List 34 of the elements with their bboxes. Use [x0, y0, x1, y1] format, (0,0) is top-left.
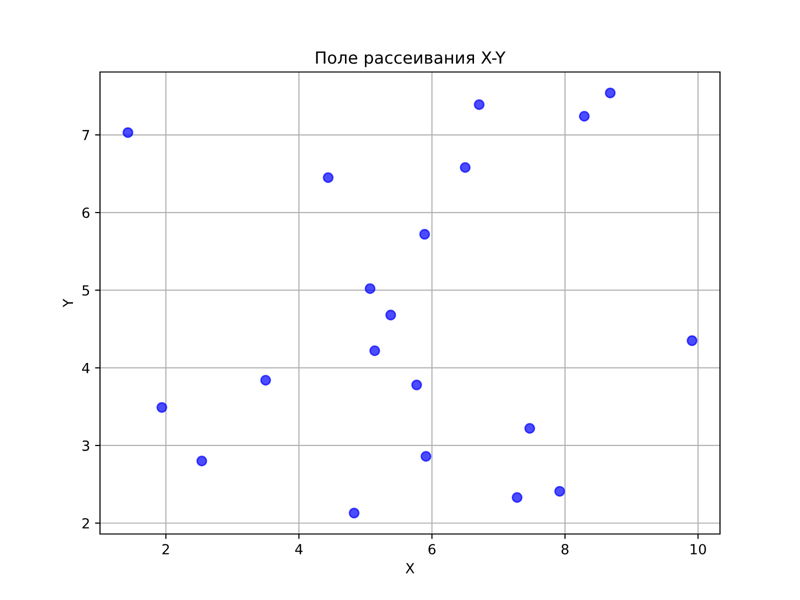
point — [369, 345, 380, 356]
point — [260, 374, 271, 386]
point — [156, 402, 168, 413]
y-tick-label: 6 — [82, 208, 90, 218]
point — [419, 228, 430, 240]
point — [364, 283, 376, 294]
x-tick-label: 8 — [562, 544, 568, 554]
point — [420, 451, 432, 462]
y-tick-label: 3 — [82, 440, 90, 451]
point — [578, 110, 590, 122]
y-tick-label: 4 — [82, 362, 90, 374]
x-tick-label: 2 — [162, 544, 169, 554]
x-tick-label: 10 — [690, 544, 706, 554]
y-axis-title: Y — [62, 298, 73, 308]
point — [474, 99, 485, 110]
point — [322, 172, 334, 183]
point — [385, 310, 396, 320]
point — [348, 508, 360, 518]
point — [411, 380, 422, 390]
x-tick-label: 4 — [295, 544, 303, 554]
point — [512, 492, 522, 503]
x-tick-label: 6 — [428, 544, 436, 554]
chart-title: Поле рассеивания X-Y — [316, 52, 506, 68]
y-tick-label: 5 — [82, 285, 90, 296]
y-tick-label: 7 — [82, 130, 90, 140]
point — [460, 162, 471, 173]
point — [604, 88, 616, 98]
y-tick-label: 2 — [82, 518, 89, 528]
point — [524, 423, 536, 434]
x-axis-title: X — [406, 563, 414, 574]
point — [686, 335, 698, 346]
point — [196, 456, 208, 466]
point — [554, 486, 566, 497]
point — [122, 127, 134, 138]
